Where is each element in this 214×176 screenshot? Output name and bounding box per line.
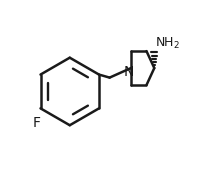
Text: F: F xyxy=(32,116,40,130)
Text: N: N xyxy=(124,65,134,78)
Text: NH$_2$: NH$_2$ xyxy=(155,36,180,51)
